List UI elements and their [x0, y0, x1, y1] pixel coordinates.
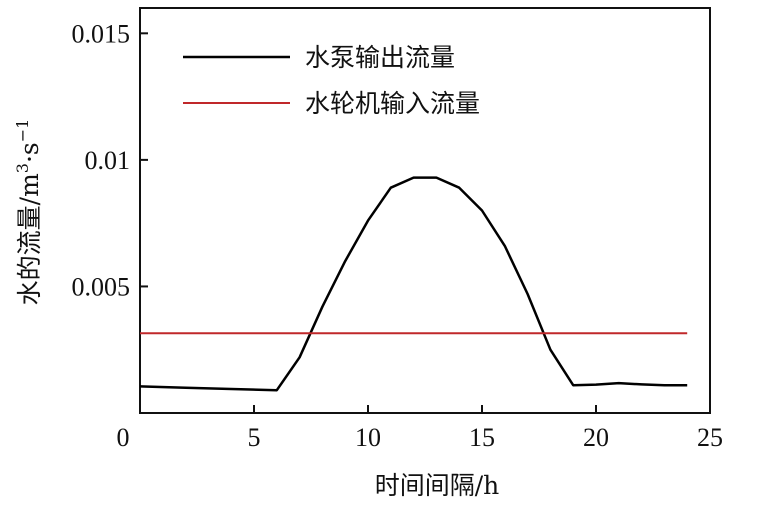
- y-axis-title-mid: ·s: [15, 142, 44, 163]
- y-axis-title: 水的流量/m3·s−1: [13, 119, 44, 306]
- legend: 水泵输出流量 水轮机输入流量: [183, 43, 480, 118]
- series-line-pump-output: [139, 176, 688, 392]
- y-axis-title-main: 水的流量/m: [15, 173, 44, 305]
- x-axis-title: 时间间隔/h: [375, 471, 500, 500]
- x-tick-label: 5: [248, 423, 261, 452]
- y-axis-title-sup1: 3: [13, 163, 32, 173]
- x-tick-label: 0: [117, 423, 130, 452]
- legend-label-turbine-input: 水轮机输入流量: [305, 89, 480, 118]
- legend-label-pump-output: 水泵输出流量: [305, 43, 455, 72]
- x-tick-label: 15: [469, 423, 495, 452]
- x-tick-label: 20: [583, 423, 609, 452]
- y-tick-label: 0.015: [72, 19, 131, 48]
- plot-frame: [139, 7, 711, 414]
- y-tick-label: 0.005: [72, 272, 131, 301]
- y-axis-title-sup2: −1: [13, 119, 32, 143]
- y-tick-label: 0.01: [85, 146, 131, 175]
- x-tick-label: 25: [697, 423, 723, 452]
- x-tick-label: 10: [355, 423, 381, 452]
